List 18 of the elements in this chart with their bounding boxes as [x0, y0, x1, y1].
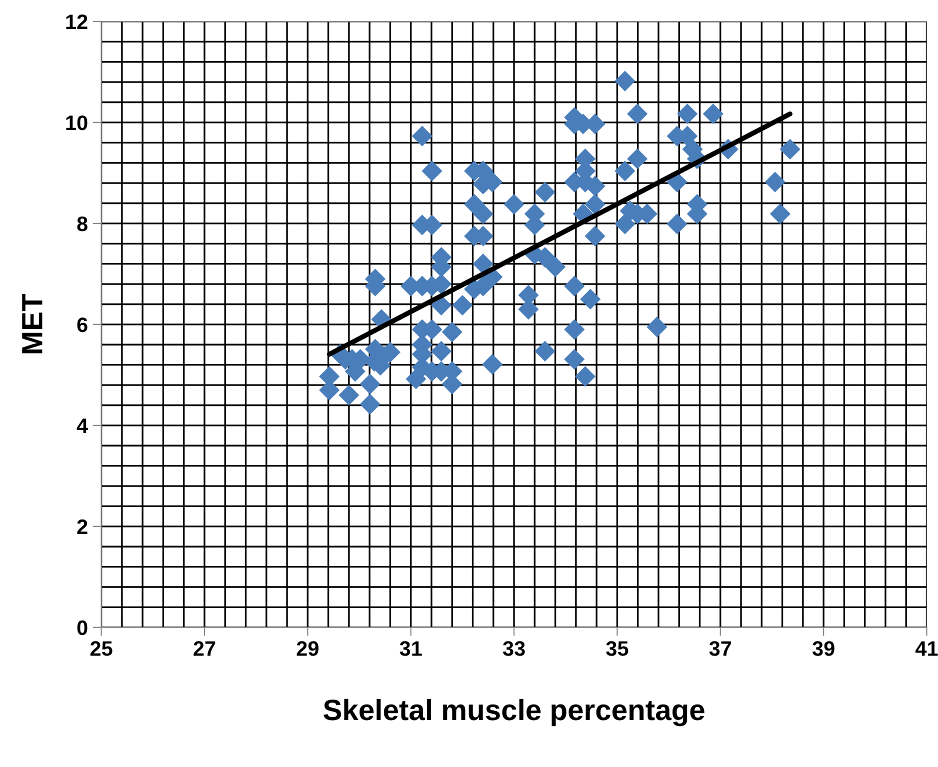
y-tick-label: 2	[77, 519, 88, 534]
y-tick-label: 4	[76, 418, 88, 433]
y-axis-title: MET	[22, 294, 42, 354]
x-tick-label: 27	[194, 641, 216, 656]
x-tick-label: 29	[296, 641, 318, 656]
x-tick-label: 41	[915, 641, 938, 656]
x-tick-label: 39	[812, 641, 834, 656]
y-tick-label: 8	[77, 216, 88, 232]
x-axis-title: Skeletal muscle percentage	[324, 698, 704, 726]
x-tick-label: 25	[90, 641, 112, 656]
y-tick-label: 10	[66, 115, 88, 130]
y-tick-label: 6	[77, 317, 88, 332]
y-tick-label: 0	[77, 620, 88, 636]
x-tick-label: 33	[502, 641, 525, 656]
x-tick-label: 31	[400, 641, 422, 656]
x-tick-label: 35	[606, 641, 628, 656]
y-tick-label: 12	[66, 14, 88, 30]
x-tick-label: 37	[709, 641, 732, 656]
